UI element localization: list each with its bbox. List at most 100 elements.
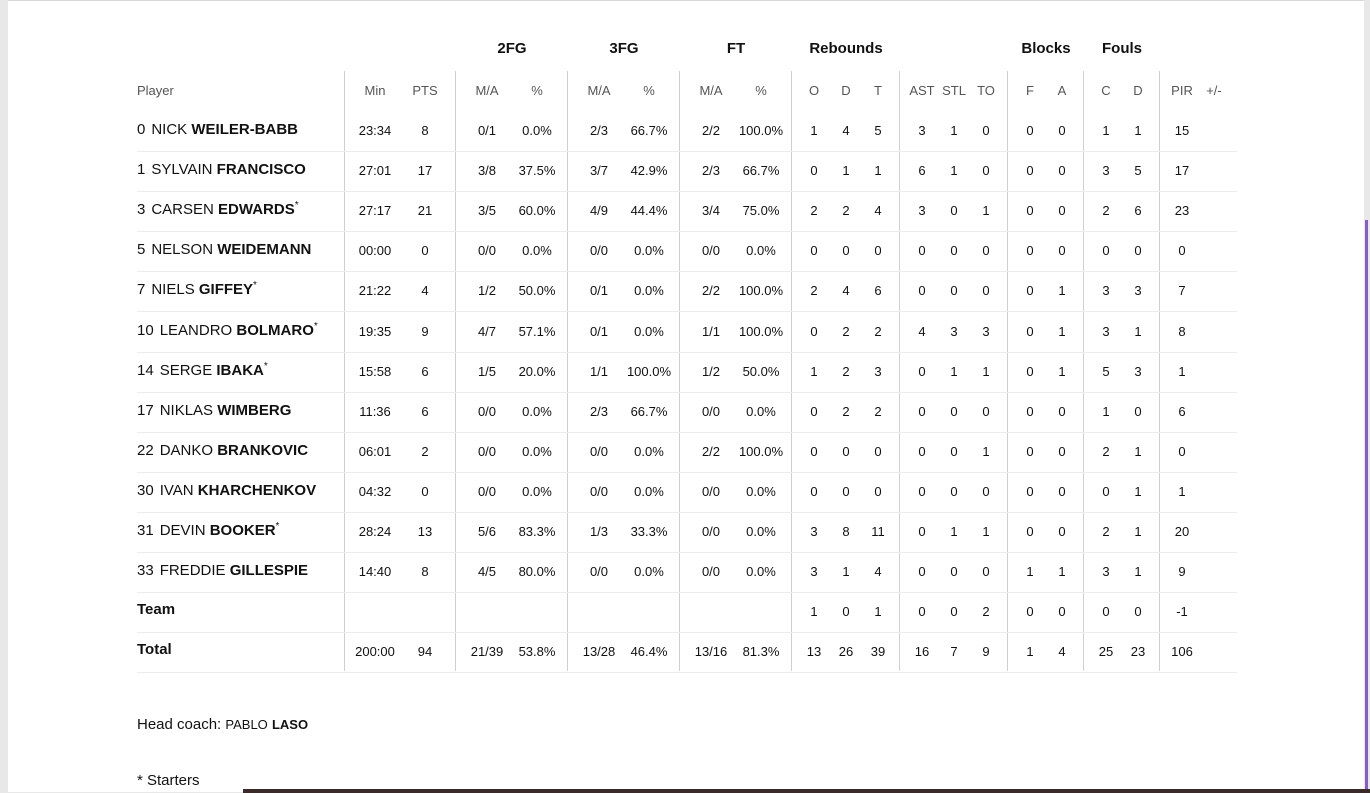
player-number: 31 [137, 522, 154, 539]
player-last-name: BOLMARO [236, 321, 314, 339]
stat-cell: 46.4% [630, 644, 668, 660]
stat-cell: 0 [918, 524, 926, 539]
stat-cell: 1/1 [589, 363, 609, 379]
stat-cell: 11 [871, 524, 885, 539]
player-name[interactable]: 1 SYLVAIN FRANCISCO [137, 161, 306, 178]
stat-cell: 0 [950, 243, 958, 259]
player-name[interactable]: 3 CARSEN EDWARDS* [137, 200, 299, 219]
stat-cell: 1 [982, 203, 990, 219]
player-name[interactable]: 17 NIKLAS WIMBERG [137, 402, 291, 419]
stat-cell: 0 [982, 123, 990, 138]
stat-cell: 4/9 [589, 203, 609, 219]
player-name[interactable]: 30 IVAN KHARCHENKOV [137, 482, 316, 499]
player-name[interactable]: 33 FREDDIE GILLESPIE [137, 562, 308, 579]
stat-cell: 0 [874, 243, 882, 259]
stat-cell: -1 [1176, 604, 1188, 620]
stat-cell: 0 [1026, 443, 1034, 459]
stat-cell: 8 [421, 123, 429, 138]
row-divider [137, 592, 1237, 594]
stat-cell: 1/5 [477, 363, 497, 379]
column-header: % [531, 83, 543, 98]
player-name[interactable]: 14 SERGE IBAKA* [137, 361, 268, 379]
stat-cell: 0 [1058, 243, 1066, 259]
stat-cell: 1 [874, 163, 882, 179]
column-divider [1159, 71, 1160, 671]
stat-cell: 0 [1026, 363, 1034, 379]
stat-cell: 33.3% [630, 524, 668, 539]
stat-cell: 0/0 [477, 403, 497, 419]
stat-cell: 8 [1178, 323, 1186, 339]
stat-cell: 1 [1026, 564, 1034, 580]
stat-cell: 0/0 [701, 564, 721, 580]
stat-cell: 0 [1026, 604, 1034, 620]
boxscore-panel [8, 0, 1364, 792]
column-header: Min [364, 83, 386, 98]
player-first-name: NELSON [151, 241, 214, 259]
stat-cell: 3/8 [477, 163, 497, 179]
stat-cell: 1 [950, 524, 958, 539]
player-name[interactable]: 22 DANKO BRANKOVIC [137, 442, 308, 459]
player-name[interactable]: 10 LEANDRO BOLMARO* [137, 321, 318, 339]
scrollbar-thumb[interactable] [1365, 220, 1368, 793]
stat-cell: 0 [1058, 123, 1066, 138]
team-row-label: Team [137, 601, 176, 619]
stat-cell: 6 [1178, 403, 1186, 419]
stat-cell: 5/6 [477, 524, 497, 539]
stat-cell: 0.0% [746, 524, 776, 539]
stat-cell: 9 [982, 644, 990, 660]
player-first-name: LEANDRO [159, 321, 233, 339]
stat-cell: 0 [842, 443, 850, 459]
stat-cell: 3 [1102, 564, 1110, 580]
column-header: AST [909, 83, 935, 98]
player-name[interactable]: 0 NICK WEILER-BABB [137, 121, 298, 138]
stat-cell: 23 [1130, 644, 1146, 660]
stat-cell: 0.0% [634, 564, 664, 580]
head-coach: Head coach: PABLO LASO [137, 716, 308, 733]
group-header: 2FG [497, 40, 527, 57]
row-divider [137, 311, 1237, 313]
bottom-strip [243, 789, 1370, 793]
stat-cell: 1 [982, 363, 990, 379]
row-divider [137, 552, 1237, 553]
column-header: % [755, 83, 767, 98]
column-header: TO [977, 83, 995, 98]
column-header: F [1026, 83, 1034, 98]
player-last-name: FRANCISCO [216, 161, 306, 179]
stat-cell: 0 [842, 243, 850, 259]
stat-cell: 3 [918, 203, 926, 219]
stat-cell: 1 [1134, 323, 1142, 339]
row-divider [137, 511, 1237, 513]
stat-cell: 0 [982, 163, 990, 179]
stat-cell: 3 [1102, 323, 1110, 339]
player-name[interactable]: 7 NIELS GIFFEY* [137, 280, 257, 298]
stat-cell: 13/28 [582, 644, 616, 660]
column-divider [344, 71, 345, 671]
player-name[interactable]: 31 DEVIN BOOKER* [137, 521, 279, 539]
player-first-name: SERGE [159, 361, 213, 379]
stat-cell: 20 [1174, 524, 1190, 539]
player-last-name: EDWARDS [218, 201, 295, 219]
player-last-name: BOOKER [209, 522, 276, 539]
row-divider [137, 151, 1237, 152]
stat-cell: 04:32 [358, 483, 392, 499]
row-divider [137, 431, 1237, 433]
stat-cell: 27:01 [358, 163, 392, 179]
stat-cell: 1/2 [701, 363, 721, 379]
player-first-name: NICK [151, 121, 188, 138]
stat-cell: 0/1 [589, 323, 609, 339]
stat-cell: 100.0% [738, 323, 784, 339]
stat-cell: 0 [918, 443, 926, 459]
column-header: PIR [1171, 83, 1193, 98]
stat-cell: 0 [421, 243, 429, 259]
column-divider [1083, 71, 1084, 671]
column-header: +/- [1206, 83, 1222, 98]
stat-cell: 0 [918, 283, 926, 299]
stat-cell: 13 [806, 644, 822, 660]
player-number: 30 [137, 481, 154, 499]
column-header: PTS [412, 83, 438, 98]
row-divider [137, 191, 1237, 193]
stat-cell: 5 [874, 123, 882, 138]
stat-cell: 3 [810, 564, 818, 580]
stat-cell: 2 [842, 203, 850, 219]
player-name[interactable]: 5 NELSON WEIDEMANN [137, 241, 311, 258]
